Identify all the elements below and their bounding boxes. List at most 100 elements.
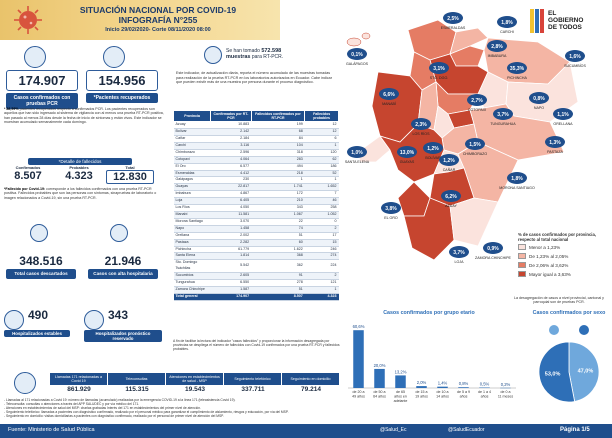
government-logo-icon	[530, 9, 544, 33]
table-row: Imbabura 4.867 172 7	[173, 190, 339, 199]
male-icon	[579, 325, 589, 335]
discarded-value: 348.516	[19, 254, 63, 268]
age-category-label: de 50 a	[374, 390, 386, 394]
table-row: Carchi 3.116 104 1	[173, 142, 339, 150]
age-category-label: adelante	[394, 399, 408, 403]
deaths-confirmed: Confirmados 8.507	[14, 165, 42, 182]
cell-deaths-confirmed: 172	[251, 190, 305, 199]
map-pct-label: 1,3%	[549, 140, 561, 146]
infographic-subtitle: Inicio 29/02/2020- Corte 08/11/2020 08:0…	[105, 27, 211, 33]
infographic-title: SITUACIÓN NACIONAL POR COVID-19 INFOGRAF…	[79, 5, 237, 25]
cell-province: Napo	[173, 225, 211, 233]
recovered-note: * 88,59% pacientes recuperados respecto …	[4, 107, 164, 125]
map-pct-badge	[449, 246, 469, 258]
cell-confirmed: 2.605	[210, 272, 252, 281]
cell-deaths-confirmed: 1.622	[251, 246, 305, 254]
table-row: Bolívar 2.142 68 12	[173, 128, 339, 136]
age-bar	[416, 386, 427, 388]
table-row: Tungurahua 6.550 278 121	[173, 279, 339, 287]
cell-province: Santa Elena	[173, 252, 211, 261]
cell-confirmed: 3.116	[210, 142, 252, 150]
cell-confirmed: 6.577	[210, 163, 252, 171]
cell-confirmed: 10.883	[210, 121, 252, 130]
map-province-name: BOLÍVAR	[425, 156, 441, 160]
cell-confirmed: 2.596	[210, 149, 252, 157]
cell-deaths-probable: 121	[304, 279, 339, 287]
map-pct-badge	[443, 12, 463, 24]
map-pct-label: 13,0%	[400, 150, 415, 156]
cell-deaths-confirmed: 199	[251, 121, 305, 130]
deaths-header: *Detalle de fallecidos	[28, 158, 132, 165]
cell-deaths-probable: 46	[304, 197, 339, 206]
cell-confirmed: 3.070	[210, 218, 252, 226]
map-pct-label: 2,8%	[491, 44, 503, 50]
cell-deaths-probable: 6	[304, 135, 339, 143]
map-pct-badge	[467, 94, 487, 106]
table-row: El Oro 6.577 494 186	[173, 163, 339, 171]
cell-deaths-confirmed: 318	[251, 149, 305, 157]
virus-icon	[14, 6, 42, 34]
table-row: Esmeraldas 4.412 218 52	[173, 170, 339, 178]
map-pct-label: 1,6%	[569, 54, 581, 60]
cell-deaths-probable: 1	[304, 176, 339, 185]
map-legend: % de casos confirmados por provincia, re…	[518, 232, 610, 280]
cell-deaths-probable: 2	[304, 272, 339, 281]
age-bar-value-label: 2,0%	[417, 380, 427, 385]
age-bar	[458, 387, 469, 388]
map-province-name: SANTA ELENA	[345, 160, 370, 164]
cell-province: Zamora Chinchipe	[173, 286, 211, 294]
map-pct-label: 3,1%	[433, 66, 445, 72]
cell-confirmed: 4.064	[210, 156, 252, 164]
cell-deaths-confirmed: 283	[251, 156, 305, 164]
age-bar-value-label: 1,4%	[438, 381, 448, 386]
map-pct-label: 1,8%	[501, 20, 513, 26]
map-pct-badge	[483, 242, 503, 254]
pcr-note: Este indicador, de actualización diaria,…	[176, 71, 332, 84]
map-pct-label: 1,1%	[557, 112, 569, 118]
map-pct-label: 3,7%	[453, 250, 465, 256]
map-pct-badge	[507, 62, 527, 74]
age-bar-value-label: 0,5%	[480, 382, 490, 387]
col-deaths-confirmed: Fallecidos confirmados por RT-PCR	[250, 109, 306, 123]
cell-confirmed: 1.458	[210, 225, 252, 233]
age-category-label: 19 años	[415, 395, 428, 399]
hospital-bed-icon	[84, 310, 104, 330]
header-band	[0, 0, 280, 40]
strip-teleconsults: Teleconsultas 115.315	[108, 373, 166, 395]
discharged-value: 21.946	[104, 254, 142, 268]
cell-confirmed: 4.050	[210, 204, 252, 212]
cell-deaths-confirmed: 368	[251, 252, 305, 261]
cell-deaths-probable: 246	[304, 246, 339, 254]
map-pct-label: 3,8%	[385, 206, 397, 212]
confirmed-label: Casos confirmados con pruebas PCR	[6, 93, 78, 109]
table-row: Loja 6.405 210 46	[173, 197, 339, 206]
age-category-label: de 65	[396, 390, 405, 394]
map-province-name: GALÁPAGOS	[346, 62, 369, 66]
map-pct-label: 0,9%	[487, 246, 499, 252]
footer-twitter[interactable]: @Salud_Ec	[380, 427, 407, 433]
age-category-label: de 15 a	[416, 390, 428, 394]
footer-site[interactable]: @SaludEcuador	[448, 427, 485, 433]
confirmed-value: 174.907	[6, 70, 78, 91]
map-pct-label: 0,8%	[533, 96, 545, 102]
services-strip: Llamadas 171 relacionadas a Covid 19 861.…	[50, 373, 340, 395]
cell-province: Cañar	[173, 135, 211, 143]
table-note: A fin de facilitar la lectura del indica…	[173, 339, 340, 352]
col-deaths-probable: Fallecidos probables	[304, 109, 339, 123]
map-province-name: LOJA	[455, 260, 465, 264]
cell-confirmed: 61.779	[210, 246, 252, 254]
map-province-name: ZAMORA CHINCHIPE	[475, 256, 512, 260]
table-row: Sucumbíos 2.605 91 2	[173, 272, 339, 281]
map-pct-badge	[411, 118, 431, 130]
map-province-name: LOS RÍOS	[413, 132, 431, 136]
map-pct-label: 6,6%	[383, 92, 395, 98]
cell-confirmed: 4.412	[210, 170, 252, 178]
province-zamora	[449, 197, 499, 247]
cell-confirmed: 230	[210, 176, 252, 185]
cell-deaths-confirmed: 104	[251, 142, 305, 150]
map-pct-badge	[553, 108, 573, 120]
sex-chart-title: Casos confirmados por sexo	[532, 310, 606, 316]
cell-deaths-probable: 7	[304, 190, 339, 199]
legend-swatch	[518, 244, 526, 250]
recovered-value: 154.956	[86, 70, 158, 91]
